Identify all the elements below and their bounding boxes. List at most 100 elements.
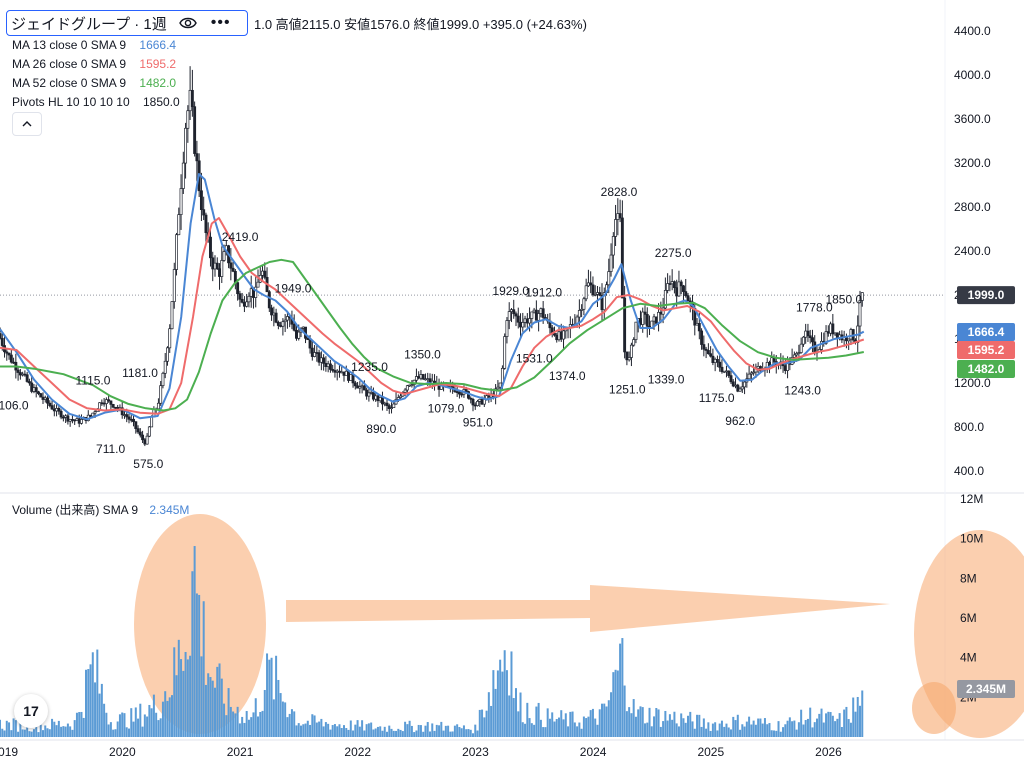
candle-body [365, 389, 369, 397]
volume-bar [557, 717, 560, 737]
candle-body [215, 262, 219, 270]
candle-body [480, 398, 484, 405]
volume-bar [449, 731, 452, 737]
candle-body [417, 376, 421, 379]
candle-body [172, 269, 176, 302]
candle-body [426, 378, 430, 381]
volume-bar [279, 693, 282, 737]
candle-body [27, 381, 31, 384]
volume-bar [544, 727, 547, 737]
volume-bar [634, 716, 637, 737]
candle-body [91, 412, 95, 417]
legend-ma26-name: MA 26 close 0 SMA 9 [12, 57, 127, 71]
volume-bar [127, 728, 130, 737]
candle-body [272, 312, 276, 316]
volume-bar [662, 721, 665, 737]
candle-body [326, 363, 330, 368]
candle-body [7, 352, 11, 356]
candle-body [525, 318, 529, 324]
candle-body [367, 392, 371, 397]
volume-bar [433, 730, 436, 737]
candle-body [59, 410, 63, 418]
volume-bar [23, 729, 26, 737]
volume-bar [352, 730, 355, 737]
volume-bar [818, 713, 821, 737]
candle-body [405, 385, 409, 391]
ma13-badge: 1666.4 [957, 323, 1015, 341]
volume-bar [664, 710, 667, 737]
volume-bar [815, 718, 818, 737]
legend-pivots[interactable]: Pivots HL 10 10 10 10 1850.0 [12, 95, 180, 109]
volume-bar [397, 728, 400, 737]
candle-body [414, 376, 418, 381]
volume-bar [843, 709, 846, 737]
volume-bar [537, 702, 540, 737]
volume-bar [358, 726, 361, 737]
symbol-title-box[interactable]: ジェイドグループ · 1週 ••• [6, 10, 248, 36]
candle-body [374, 395, 378, 400]
volume-legend[interactable]: Volume (出来高) SMA 9 2.345M [12, 501, 189, 518]
pivot-label: 1949.0 [275, 282, 312, 296]
volume-bar [659, 726, 662, 737]
candle-body [181, 162, 185, 189]
candle-body [634, 321, 638, 340]
candle-body [625, 351, 629, 361]
symbol-title[interactable]: ジェイドグループ · 1週 [11, 15, 167, 33]
candle-body [37, 391, 40, 394]
volume-bar [155, 712, 158, 737]
eye-icon[interactable] [178, 16, 197, 30]
tradingview-logo[interactable]: 17 [14, 694, 48, 728]
volume-bars [0, 546, 864, 737]
volume-bar [834, 721, 837, 737]
volume-bar [797, 722, 800, 737]
candle-body [335, 370, 339, 373]
candle-body [0, 333, 2, 339]
volume-bar [26, 721, 29, 737]
volume-bar [313, 715, 316, 737]
volume-bar [80, 711, 83, 737]
candle-body [68, 419, 72, 422]
candle-body [702, 344, 706, 350]
legend-ma26[interactable]: MA 26 close 0 SMA 9 1595.2 [12, 57, 176, 71]
volume-bar [582, 716, 585, 737]
volume-bar [381, 730, 384, 737]
volume-bar [213, 687, 216, 737]
pivot-label: 1531.0 [516, 352, 553, 366]
legend-ma52[interactable]: MA 52 close 0 SMA 9 1482.0 [12, 76, 176, 90]
volume-bar [693, 728, 696, 737]
candle-body [686, 295, 690, 302]
more-icon[interactable]: ••• [210, 14, 231, 31]
legend-ma13[interactable]: MA 13 close 0 SMA 9 1666.4 [12, 38, 176, 52]
candle-body [385, 402, 389, 406]
volume-bar [761, 723, 764, 737]
volume-bar [338, 724, 341, 737]
volume-bar [243, 722, 246, 737]
candle-body [340, 371, 344, 374]
pivot-label: 575.0 [133, 457, 163, 471]
candle-body [860, 292, 864, 301]
volume-bar [157, 720, 160, 737]
candle-body [541, 308, 545, 318]
volume-bar [698, 714, 701, 737]
volume-last-badge-bg [957, 680, 1015, 698]
candle-body [52, 408, 56, 412]
candle-body [281, 321, 285, 327]
candle-body [331, 369, 335, 371]
collapse-legend-button[interactable] [12, 112, 42, 136]
volume-bar [546, 708, 549, 737]
candle-body [704, 348, 708, 351]
volume-bar [39, 724, 42, 737]
candle-body [715, 358, 719, 363]
candle-body [32, 387, 36, 392]
candle-body [220, 260, 224, 277]
volume-bar [442, 730, 445, 737]
candle-body [498, 382, 502, 388]
volume-bar [404, 721, 407, 737]
volume-bar [51, 718, 54, 737]
volume-bar [451, 731, 454, 737]
volume-bar [286, 717, 289, 737]
volume-bar [732, 716, 735, 737]
candle-body [73, 419, 77, 422]
candle-body [186, 110, 190, 129]
